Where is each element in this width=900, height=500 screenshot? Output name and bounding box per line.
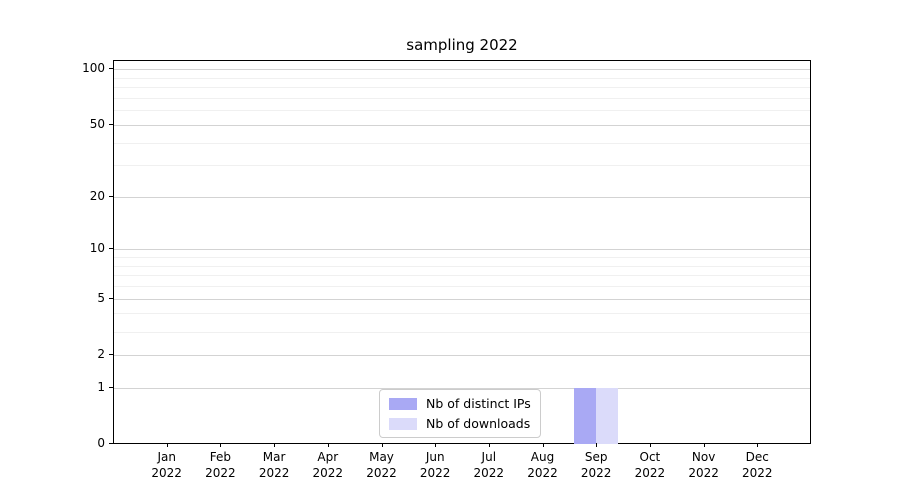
x-tick-year: 2022: [258, 466, 290, 480]
legend: Nb of distinct IPs Nb of downloads: [379, 389, 541, 438]
major-gridline: [114, 124, 810, 126]
x-tick-mark: [488, 443, 490, 447]
legend-swatch: [389, 397, 417, 410]
major-gridline: [114, 196, 810, 198]
y-tick-mark: [109, 443, 113, 444]
y-tick-label: 20: [89, 188, 105, 203]
minor-gridline: [114, 110, 810, 112]
x-tick-month: Jan: [157, 450, 176, 464]
x-tick-label: May 2022: [354, 449, 410, 481]
x-tick-year: 2022: [419, 466, 451, 480]
major-gridline: [114, 249, 810, 251]
x-tick-label: Oct 2022: [622, 449, 678, 481]
y-tick-label: 5: [97, 290, 105, 305]
minor-gridline: [114, 98, 810, 99]
x-tick-mark: [381, 443, 383, 447]
x-tick-year: 2022: [742, 466, 773, 480]
x-tick-mark: [703, 443, 705, 447]
minor-gridline: [114, 77, 810, 79]
x-tick-year: 2022: [366, 466, 397, 480]
x-tick-label: Jul 2022: [461, 449, 517, 481]
x-tick-mark: [649, 443, 651, 447]
y-tick-mark: [109, 68, 113, 70]
x-tick-mark: [166, 443, 168, 447]
major-gridline: [114, 387, 810, 389]
plot-area: [113, 60, 811, 444]
minor-gridline: [114, 87, 810, 89]
x-tick-month: Aug: [530, 450, 555, 464]
x-tick-month: May: [369, 450, 394, 464]
minor-gridline: [114, 331, 810, 333]
x-tick-label: Apr 2022: [300, 449, 356, 481]
major-gridline: [114, 298, 810, 300]
y-tick-label: 1: [97, 379, 105, 394]
minor-gridline: [114, 313, 810, 315]
x-tick-year: 2022: [527, 466, 558, 480]
bar-nb-of-distinct-ips: [574, 387, 597, 444]
x-tick-label: Aug 2022: [515, 449, 571, 481]
x-tick-label: Jun 2022: [407, 449, 463, 481]
bar-nb-of-downloads: [596, 387, 619, 444]
legend-swatch: [389, 417, 417, 430]
legend-entry: Nb of downloads: [389, 416, 531, 431]
x-tick-mark: [327, 443, 329, 447]
y-tick-mark: [109, 195, 113, 197]
x-tick-mark: [220, 443, 222, 447]
y-tick-mark: [109, 353, 113, 355]
x-tick-year: 2022: [312, 466, 344, 480]
x-tick-month: Nov: [691, 450, 716, 464]
x-tick-label: Mar 2022: [246, 449, 302, 481]
minor-gridline: [114, 142, 810, 144]
x-tick-year: 2022: [473, 466, 505, 480]
x-tick-year: 2022: [205, 466, 236, 480]
y-tick-mark: [109, 386, 113, 388]
minor-gridline: [114, 257, 810, 259]
x-tick-mark: [274, 443, 276, 447]
x-tick-mark: [542, 443, 544, 447]
chart-title: sampling 2022: [406, 36, 518, 54]
y-tick-mark: [109, 297, 113, 299]
x-tick-month: Jul: [481, 450, 497, 464]
minor-gridline: [114, 165, 810, 167]
major-gridline: [114, 69, 810, 71]
minor-gridline: [114, 275, 810, 277]
minor-gridline: [114, 286, 810, 288]
y-tick-label: 100: [82, 61, 105, 76]
major-gridline: [114, 354, 810, 356]
x-tick-month: Dec: [745, 450, 769, 464]
x-tick-month: Apr: [317, 450, 339, 464]
y-tick-label: 50: [89, 116, 105, 131]
x-tick-label: Nov 2022: [676, 449, 732, 481]
y-tick-label: 2: [97, 346, 105, 361]
legend-label: Nb of downloads: [426, 416, 531, 431]
x-tick-label: Jan 2022: [139, 449, 195, 481]
minor-gridline: [114, 265, 810, 267]
x-tick-month: Feb: [209, 450, 232, 464]
x-tick-month: Jun: [425, 450, 445, 464]
legend-label: Nb of distinct IPs: [426, 396, 531, 411]
x-tick-month: Mar: [262, 450, 286, 464]
y-tick-label: 10: [89, 241, 105, 256]
x-tick-year: 2022: [688, 466, 719, 480]
y-tick-label: 0: [97, 436, 105, 450]
x-tick-month: Oct: [639, 450, 661, 464]
x-tick-label: Dec 2022: [729, 449, 785, 481]
y-tick-mark: [109, 123, 113, 125]
x-tick-label: Feb 2022: [192, 449, 248, 481]
y-tick-mark: [109, 248, 113, 250]
x-tick-mark: [596, 443, 598, 447]
x-tick-year: 2022: [634, 466, 666, 480]
x-tick-mark: [757, 443, 759, 447]
x-tick-label: Sep 2022: [568, 449, 624, 481]
x-tick-year: 2022: [580, 466, 612, 480]
legend-entry: Nb of distinct IPs: [389, 396, 531, 411]
x-tick-mark: [435, 443, 437, 447]
x-tick-year: 2022: [151, 466, 182, 480]
x-tick-month: Sep: [584, 450, 608, 464]
